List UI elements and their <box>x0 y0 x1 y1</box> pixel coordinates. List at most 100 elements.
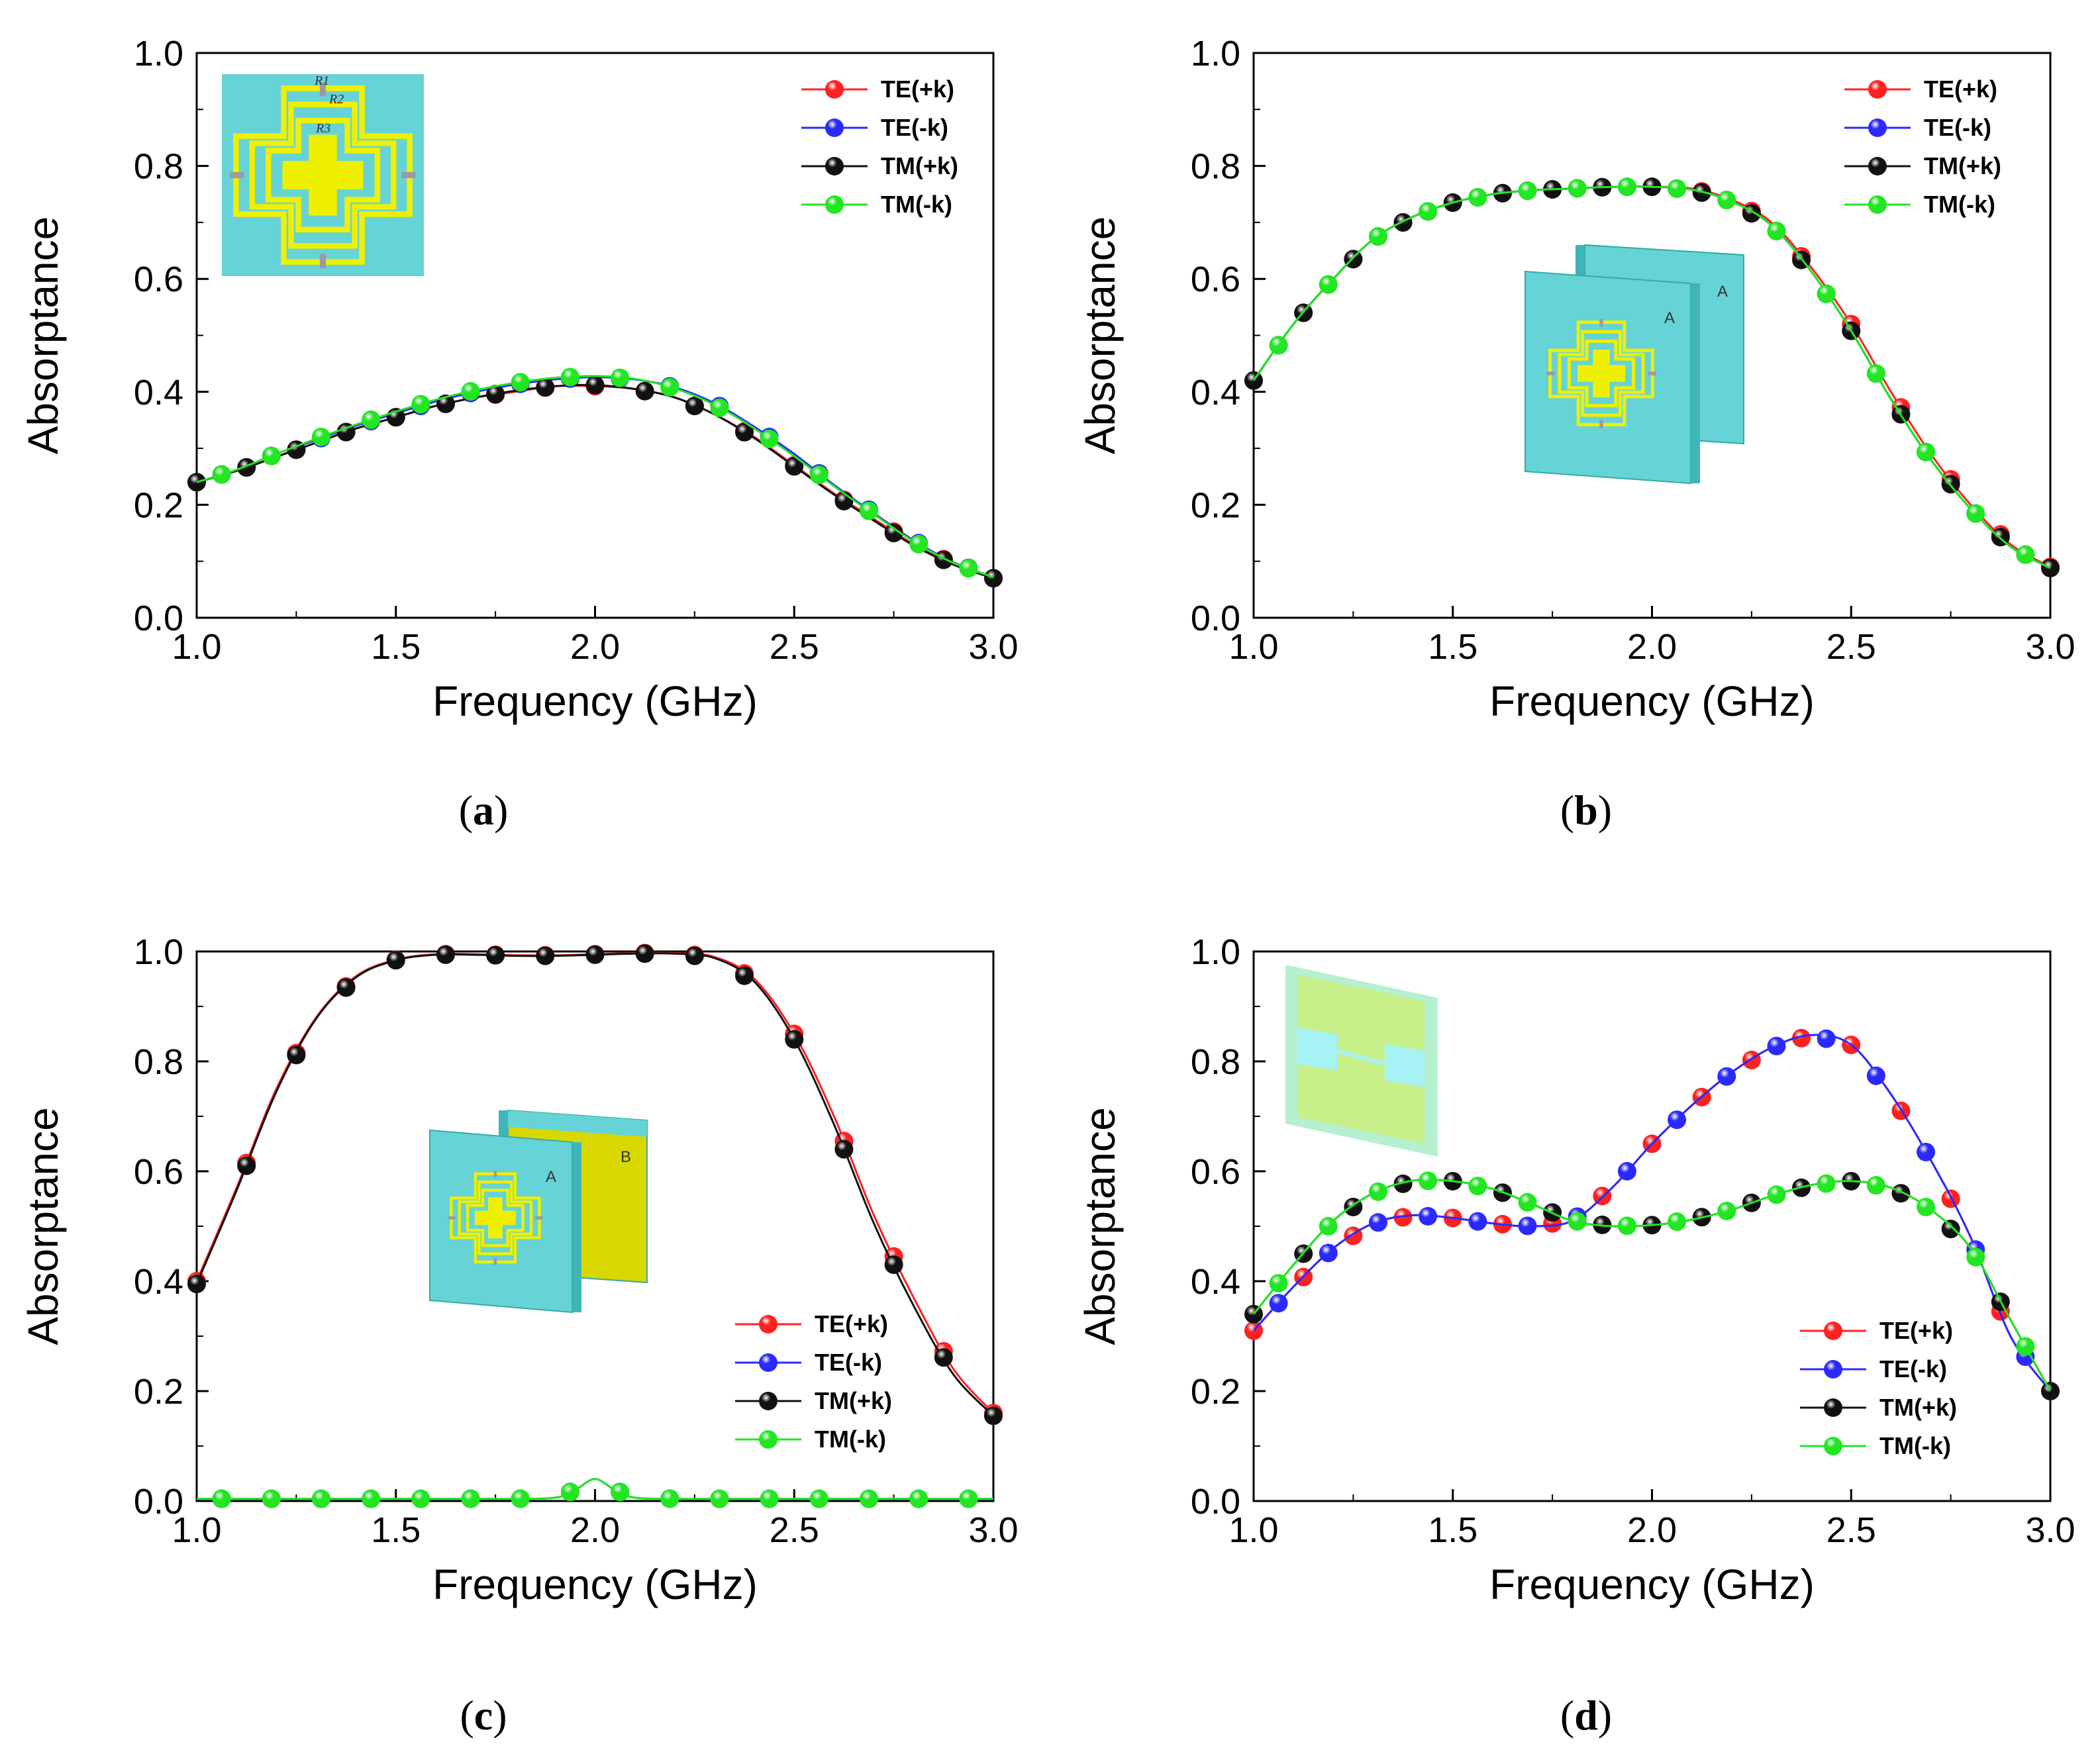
data-point <box>735 422 754 442</box>
data-point <box>2016 1337 2035 1356</box>
data-point <box>560 367 579 387</box>
legend-marker <box>825 119 844 137</box>
data-point <box>1319 1217 1338 1236</box>
data-point <box>1817 1174 1836 1193</box>
legend-item: TE(-k) <box>735 1349 882 1376</box>
data-point <box>1668 1110 1687 1130</box>
y-tick-label: 0.8 <box>134 147 183 187</box>
data-point <box>1866 1176 1885 1195</box>
legend-item: TM(-k) <box>1800 1432 1951 1459</box>
data-point <box>1419 202 1438 221</box>
data-point <box>536 377 555 397</box>
data-point <box>1917 1197 1936 1216</box>
data-point <box>1319 275 1338 294</box>
data-point <box>1617 1162 1636 1181</box>
legend-item: TM(-k) <box>801 191 952 218</box>
y-tick-label: 0.0 <box>1191 599 1240 638</box>
x-tick-label: 1.0 <box>1228 1510 1278 1550</box>
chart-panel-c: 1.0 1.5 2.0 2.5 3.0 0.0 0.2 0.4 0.6 0.8 1.0 Frequen… <box>19 932 1019 1739</box>
legend-item: TE(+k) <box>801 75 954 103</box>
data-point <box>959 559 978 578</box>
data-point <box>1244 371 1263 390</box>
inset-unit-cell: R1 R2 R3 <box>222 73 424 276</box>
data-point <box>1866 1066 1885 1085</box>
data-point <box>984 1406 1003 1426</box>
data-point <box>461 382 480 401</box>
x-tick-label: 2.0 <box>570 1510 620 1550</box>
legend-label: TM(+k) <box>1924 152 2001 179</box>
y-tick-label: 1.0 <box>1191 932 1240 972</box>
y-tick-label: 0.2 <box>134 1372 183 1412</box>
data-point <box>1393 1208 1413 1227</box>
data-point <box>1368 227 1387 246</box>
data-point <box>1668 179 1687 198</box>
data-point <box>710 398 729 417</box>
data-point <box>760 429 779 448</box>
y-tick-label: 0.8 <box>1191 147 1240 187</box>
y-axis-title: Absorptance <box>19 217 67 454</box>
y-tick-label: 1.0 <box>1191 34 1240 73</box>
data-point <box>909 1489 928 1508</box>
y-tick-label: 0.6 <box>1191 260 1240 299</box>
x-tick-label: 1.0 <box>172 627 221 667</box>
front-layer <box>1525 270 1700 485</box>
y-tick-label: 0.6 <box>134 1152 183 1192</box>
data-point <box>436 945 455 964</box>
y-tick-label: 0.0 <box>134 599 183 638</box>
legend-label: TE(-k) <box>1924 114 1991 141</box>
data-point <box>1792 1028 1811 1047</box>
data-point <box>511 1489 530 1508</box>
data-point <box>685 397 704 416</box>
data-point <box>1269 336 1288 355</box>
data-point <box>1568 179 1587 198</box>
legend-marker <box>1824 1322 1842 1340</box>
legend-marker <box>825 157 844 175</box>
series-TE(+k) <box>187 377 1003 588</box>
unit-cell-image <box>222 74 424 276</box>
legend-marker <box>825 80 844 99</box>
data-point <box>411 395 430 414</box>
x-tick-label: 3.0 <box>2025 627 2075 667</box>
y-tick-label: 0.4 <box>134 373 183 412</box>
y-axis-title: Absorptance <box>1076 1107 1124 1345</box>
data-point <box>1767 1036 1786 1055</box>
legend-item: TE(+k) <box>735 1310 888 1337</box>
data-point <box>785 1030 804 1049</box>
x-tick-label: 1.5 <box>1428 627 1477 667</box>
inset-label: R1 <box>314 73 329 88</box>
x-tick-label: 2.5 <box>770 1510 819 1550</box>
data-point <box>809 465 828 485</box>
data-point <box>1717 1067 1736 1086</box>
data-point <box>212 1489 231 1508</box>
legend-label: TE(-k) <box>815 1349 882 1376</box>
data-point <box>860 1489 879 1508</box>
data-point <box>311 1489 330 1508</box>
y-axis-title: Absorptance <box>19 1107 67 1345</box>
data-point <box>1941 1220 1960 1239</box>
legend-item: TM(-k) <box>1844 191 1995 218</box>
panel-label: (d) <box>1560 1692 1612 1739</box>
legend: TE(+k) TE(-k) TM(+k) TM(-k) <box>1800 1317 1957 1459</box>
legend-label: TM(+k) <box>881 152 958 179</box>
data-point <box>362 410 381 429</box>
data-point <box>1917 1142 1936 1161</box>
data-point <box>1468 1212 1487 1231</box>
x-axis-title: Frequency (GHz) <box>1489 1561 1815 1608</box>
y-tick-label: 0.4 <box>134 1262 183 1302</box>
legend-label: TM(-k) <box>881 191 952 218</box>
data-point <box>635 944 654 963</box>
chart-panel-b: 1.0 1.5 2.0 2.5 3.0 0.0 0.2 0.4 0.6 0.8 1.0 Frequen… <box>1076 34 2075 834</box>
data-point <box>934 550 953 569</box>
front-layer-label: A <box>1664 309 1675 327</box>
chart-panel-d: 1.0 1.5 2.0 2.5 3.0 0.0 0.2 0.4 0.6 0.8 1.0 Frequen… <box>1076 932 2075 1739</box>
chart-panel-a: 1.0 1.5 2.0 2.5 3.0 0.0 0.2 0.4 0.6 0.8 1.0 Frequen… <box>19 34 1019 834</box>
data-point <box>710 1489 729 1508</box>
legend-label: TE(+k) <box>1879 1317 1953 1344</box>
legend-item: TM(+k) <box>1800 1394 1957 1421</box>
panel-label: (a) <box>459 787 509 834</box>
front-layer-unit-cell <box>1542 314 1661 433</box>
data-point <box>1568 1212 1587 1231</box>
data-point <box>1319 1243 1338 1263</box>
panel-label: (c) <box>460 1692 507 1739</box>
